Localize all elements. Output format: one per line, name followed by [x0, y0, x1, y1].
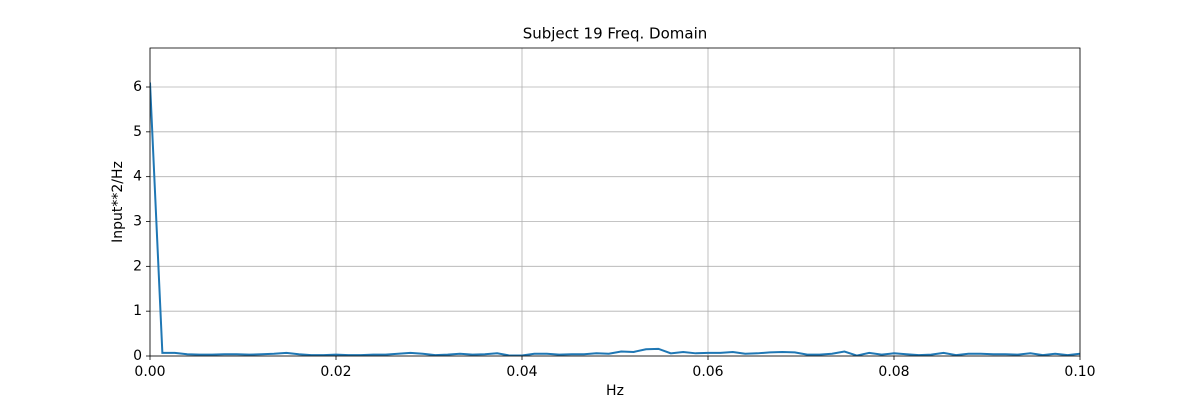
x-tick-label: 0.00	[134, 364, 165, 380]
plot-area	[150, 82, 1080, 356]
line	[150, 82, 1080, 356]
x-tick-label: 0.02	[320, 364, 351, 380]
x-tick-label: 0.10	[1064, 364, 1095, 380]
y-tick-label: 3	[133, 214, 142, 230]
x-tick-label: 0.08	[878, 364, 909, 380]
y-tick-label: 1	[133, 303, 142, 319]
y-tick-label: 0	[133, 348, 142, 364]
y-axis-label: Input**2/Hz	[110, 161, 126, 243]
y-tick-label: 5	[133, 124, 142, 140]
axes-frame	[149, 47, 1081, 357]
y-tick-label: 6	[133, 79, 142, 95]
x-tick-label: 0.04	[506, 364, 537, 380]
y-tick-label: 2	[133, 258, 142, 274]
x-axis-label: Hz	[606, 383, 624, 399]
y-tick-label: 4	[133, 169, 142, 185]
x-tick-label: 0.06	[692, 364, 723, 380]
chart-title: Subject 19 Freq. Domain	[523, 25, 708, 43]
